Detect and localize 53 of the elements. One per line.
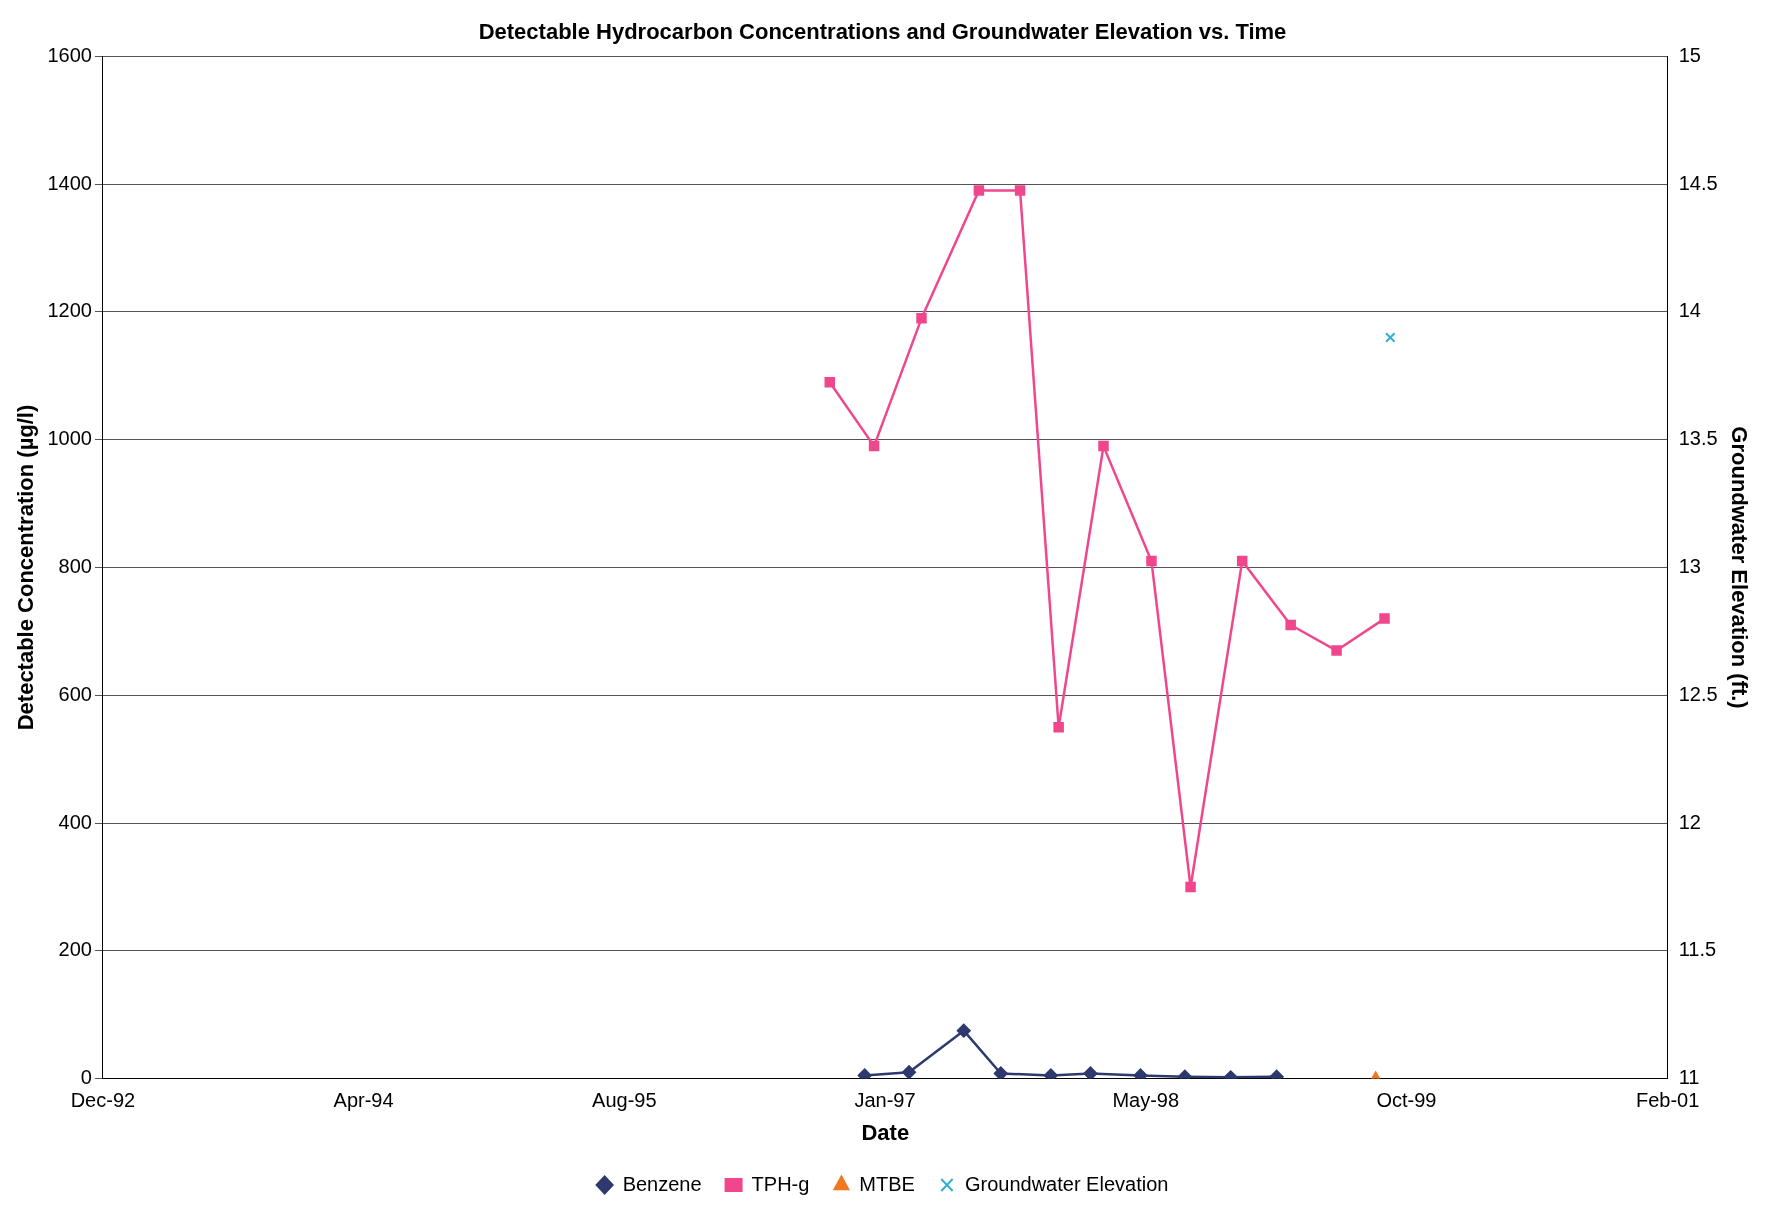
- point: [956, 1023, 971, 1038]
- y2-tick-label: 12: [1678, 810, 1701, 833]
- y-tick-label: 1200: [47, 299, 92, 322]
- legend-label: Groundwater Elevation: [964, 1172, 1169, 1195]
- chart-title: Detectable Hydrocarbon Concentrations and Groundwater Elevation vs. Time: [478, 19, 1287, 45]
- point: [1185, 881, 1196, 893]
- point: [1043, 1068, 1058, 1079]
- point: [1014, 185, 1026, 196]
- y-axis-title: Detectable Concentration (µg/l): [13, 404, 39, 731]
- point: [993, 1066, 1008, 1079]
- point: [1133, 1068, 1148, 1079]
- y-tick-label: 800: [58, 555, 92, 578]
- point: [1146, 555, 1157, 567]
- y-tick-label: 200: [58, 938, 92, 961]
- y2-tick-label: 13.5: [1678, 427, 1718, 450]
- y2-tick-label: 11.5: [1678, 938, 1717, 961]
- point: [1053, 721, 1064, 733]
- x-axis-title: Date: [861, 1119, 910, 1145]
- y2-tick-label: 11: [1678, 1066, 1700, 1089]
- x-tick-label: Dec-92: [70, 1089, 136, 1112]
- point: [916, 313, 927, 324]
- y-tick-label: 0: [80, 1066, 92, 1089]
- y2-tick-label: 15: [1678, 43, 1701, 66]
- point: [1083, 1066, 1098, 1079]
- point: [1285, 619, 1296, 631]
- y-tick-label: 1400: [47, 171, 92, 194]
- point: [1098, 440, 1109, 452]
- legend-label: MTBE: [859, 1172, 915, 1195]
- point: [1331, 645, 1342, 656]
- point: [857, 1068, 872, 1079]
- legend-label: Benzene: [622, 1172, 702, 1195]
- y-tick-label: 400: [58, 810, 92, 833]
- y-tick-label: 1600: [47, 43, 92, 66]
- y2-tick-label: 13: [1678, 555, 1701, 578]
- x-tick-label: Oct-99: [1376, 1089, 1437, 1112]
- y2-axis-title: Groundwater Elevation (ft.): [1726, 426, 1752, 709]
- point: [973, 185, 985, 196]
- point: [902, 1065, 917, 1079]
- point: [824, 376, 835, 388]
- point: [1236, 555, 1248, 567]
- x-tick-label: Feb-01: [1635, 1089, 1700, 1112]
- legend-label: TPH-g: [751, 1172, 810, 1195]
- x-tick-label: Jan-97: [854, 1089, 916, 1112]
- y2-tick-label: 12.5: [1678, 682, 1718, 705]
- y2-tick-label: 14: [1678, 299, 1701, 322]
- y-tick-label: 1000: [47, 427, 92, 450]
- point: [1379, 613, 1390, 624]
- y-tick-label: 600: [58, 682, 92, 705]
- point: [868, 440, 880, 452]
- x-tick-label: May-98: [1112, 1089, 1180, 1112]
- x-tick-label: Aug-95: [592, 1089, 657, 1112]
- x-tick-label: Apr-94: [333, 1089, 394, 1112]
- y2-tick-label: 14.5: [1678, 171, 1718, 194]
